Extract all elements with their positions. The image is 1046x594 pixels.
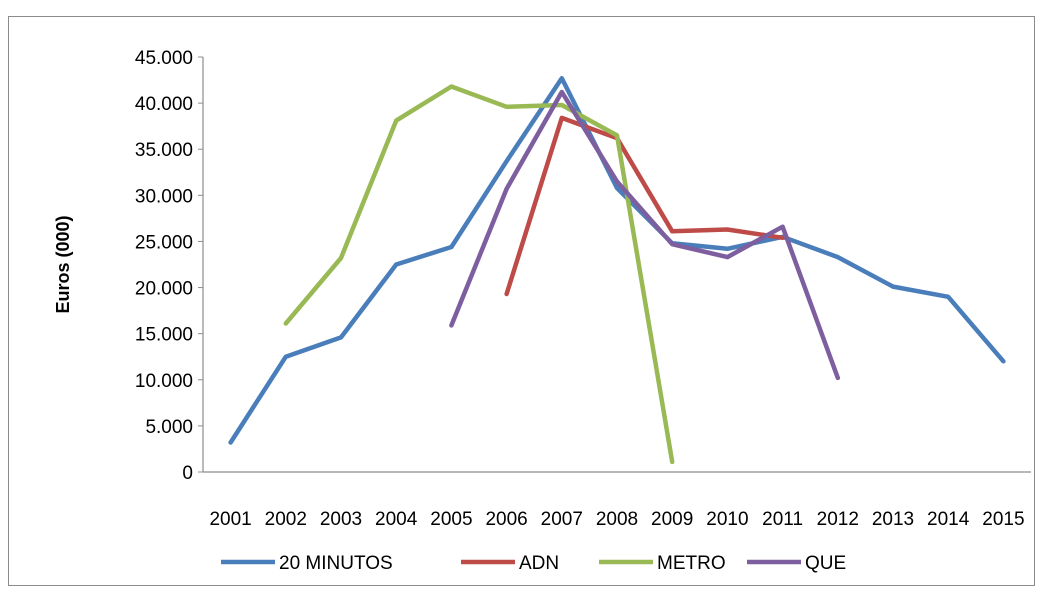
x-tick-label: 2005: [430, 509, 472, 530]
y-tick-label: 25.000: [135, 232, 193, 253]
x-tick-label: 2007: [541, 509, 583, 530]
series-line-que: [449, 89, 841, 381]
line-chart: 0 5.000 10.000 15.000 20.000 25.000 30.000 35.0…: [53, 48, 1031, 574]
x-tick-label: 2010: [706, 509, 748, 530]
x-tick-label: 2015: [982, 509, 1024, 530]
y-tick-label: 30.000: [135, 186, 193, 207]
x-tick-label: 2014: [927, 509, 970, 530]
legend-label-20-minutos: 20 MINUTOS: [279, 553, 393, 574]
legend-label-metro: METRO: [657, 553, 726, 574]
x-tick-label: 2003: [320, 509, 362, 530]
chart-frame: 0 5.000 10.000 15.000 20.000 25.000 30.000 35.0…: [8, 16, 1035, 586]
y-tick-label: 15.000: [135, 325, 193, 346]
y-tick-label: 0: [182, 463, 193, 484]
series-line-adn: [504, 115, 785, 297]
legend: 20 MINUTOS ADN METRO QUE: [221, 553, 846, 574]
x-tick-label: 2006: [485, 509, 527, 530]
legend-label-que: QUE: [805, 553, 846, 574]
x-tick-label: 2012: [817, 509, 859, 530]
x-tick-label: 2013: [872, 509, 914, 530]
y-tick-label: 5.000: [145, 417, 193, 438]
series-lines: [228, 75, 1006, 465]
series-line-metro: [283, 84, 675, 465]
x-tick-label: 2009: [651, 509, 693, 530]
y-tick-label: 35.000: [135, 140, 193, 161]
y-tick-label: 10.000: [135, 371, 193, 392]
x-tick-label: 2008: [596, 509, 638, 530]
x-tick-label: 2011: [762, 509, 803, 530]
x-tick-label: 2002: [265, 509, 307, 530]
y-axis-label: Euros (000): [53, 215, 73, 313]
y-tick-label: 45.000: [135, 48, 193, 69]
y-tick-labels: 0 5.000 10.000 15.000 20.000 25.000 30.000 35.0…: [135, 48, 203, 484]
series-line-20-minutos: [228, 75, 1006, 445]
y-tick-label: 40.000: [135, 94, 193, 115]
x-tick-labels: 2001 2002 2003 2004 2005 2006 2007 2008 2009 2010…: [209, 509, 1024, 530]
axes: [202, 57, 1031, 473]
legend-label-adn: ADN: [519, 553, 559, 574]
x-tick-label: 2004: [375, 509, 418, 530]
x-tick-label: 2001: [209, 509, 251, 530]
y-tick-label: 20.000: [135, 279, 193, 300]
